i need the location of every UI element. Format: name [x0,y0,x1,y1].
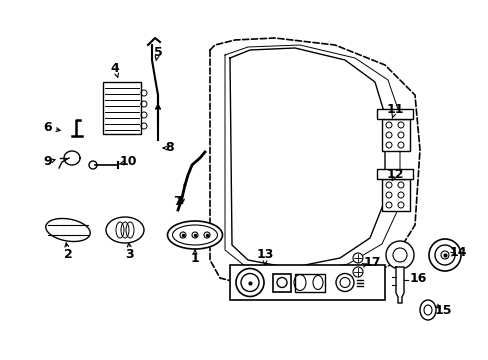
Text: 2: 2 [63,248,72,261]
Bar [229,265,384,300]
Ellipse shape [106,217,143,243]
Ellipse shape [419,300,435,320]
Text: 15: 15 [433,303,451,316]
Text: 8: 8 [165,141,174,154]
Circle shape [385,241,413,269]
Text: 9: 9 [43,156,52,168]
Text: 12: 12 [386,168,403,181]
Bar [376,169,412,179]
Text: 1: 1 [190,252,199,265]
Text: 4: 4 [110,62,119,75]
Bar [272,274,290,292]
Text: 11: 11 [386,104,403,117]
Text: 6: 6 [43,121,52,135]
Text: 7: 7 [173,195,182,208]
Ellipse shape [46,219,90,242]
Text: 3: 3 [125,248,134,261]
Text: 10: 10 [119,156,137,168]
Polygon shape [395,267,403,303]
Text: 14: 14 [448,246,466,258]
Ellipse shape [428,239,460,271]
Bar [381,179,409,211]
Bar [103,82,141,134]
Bar [381,119,409,151]
Circle shape [352,253,362,263]
Bar [294,274,325,292]
Text: 5: 5 [153,45,162,58]
Text: 17: 17 [363,256,380,269]
Circle shape [352,267,362,277]
Text: 13: 13 [256,248,273,261]
Ellipse shape [167,221,222,249]
Bar [376,109,412,119]
Text: 16: 16 [408,271,426,284]
